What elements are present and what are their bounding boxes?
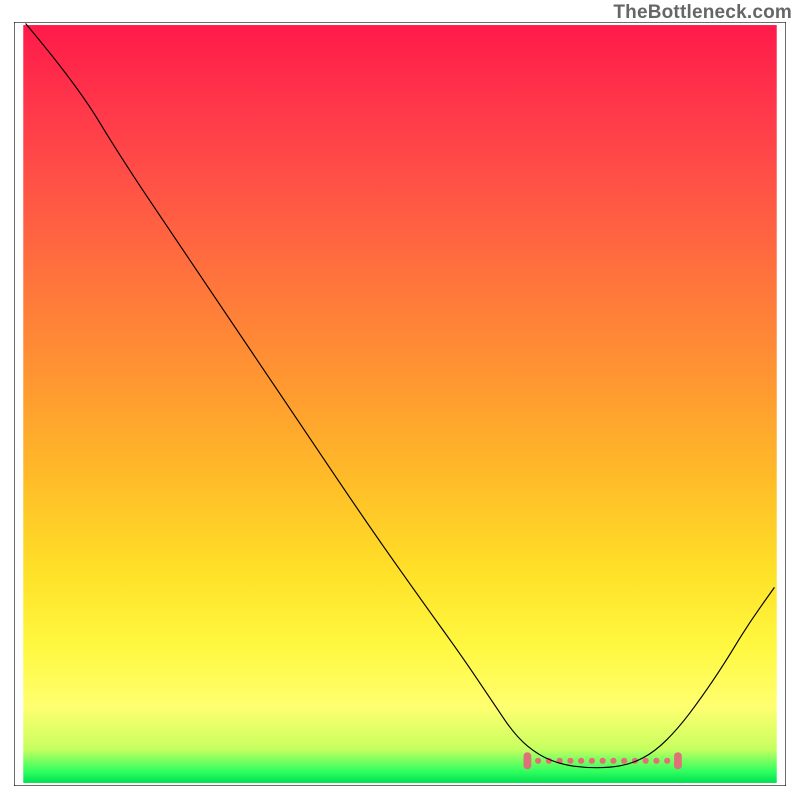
chart-root: TheBottleneck.com [0,0,800,800]
watermark-text: TheBottleneck.com [613,2,792,24]
gradient-background [23,25,776,783]
chart-area [14,22,786,786]
chart-svg [14,22,786,786]
